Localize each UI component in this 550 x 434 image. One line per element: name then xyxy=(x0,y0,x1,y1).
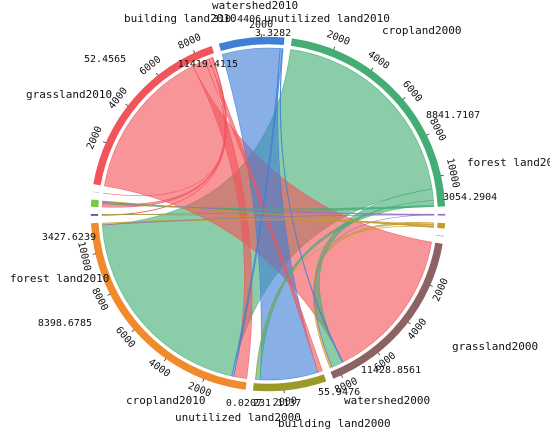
group-total-building-land2000: 231.1137 xyxy=(253,398,301,409)
ribbon-forest-land2000-to-grassland2010 xyxy=(231,48,283,377)
group-label-unutilized-land2000: unutilized land2000 xyxy=(175,411,301,424)
tick-mark xyxy=(131,329,135,333)
tick-mark xyxy=(402,97,406,100)
group-label-unutilized-land2010: unutilized land2010 xyxy=(264,12,390,25)
tick-mark xyxy=(429,284,433,287)
tick-mark xyxy=(407,321,411,325)
tick-label: 2000 xyxy=(325,29,351,48)
arcs-layer xyxy=(90,34,446,394)
tick-label: 2000 xyxy=(249,19,273,31)
group-label-building-land2000: building land2000 xyxy=(278,417,391,430)
group-label-watershed2000: watershed2000 xyxy=(344,394,430,407)
ribbon-cropland2000-to-grassland2010 xyxy=(192,60,253,379)
arc-building-land2000 xyxy=(437,222,446,229)
tick-mark xyxy=(193,50,196,54)
tick-mark xyxy=(155,72,159,76)
tick-mark xyxy=(370,67,374,71)
group-label-grassland2000: grassland2000 xyxy=(452,340,538,353)
arc-forest-land2010 xyxy=(253,374,327,392)
group-label-forest-land2000: forest land2000 xyxy=(467,156,550,169)
group-total-grassland2010: 11419.4115 xyxy=(178,59,238,70)
group-label-forest-land2010: forest land2010 xyxy=(10,272,109,285)
arc-unutilized-land2000 xyxy=(436,235,444,237)
tick-label: 2000 xyxy=(431,277,451,303)
tick-label: 10000 xyxy=(75,241,92,273)
tick-mark xyxy=(377,352,381,356)
group-label-building-land2010: building land2010 xyxy=(124,12,237,25)
arc-unutilized-land2010 xyxy=(92,191,100,194)
arc-grassland2010 xyxy=(90,222,247,390)
ribbons-layer xyxy=(101,47,435,381)
group-total-unutilized-land2010: 3.3282 xyxy=(255,28,291,39)
tick-mark xyxy=(92,253,96,255)
tick-mark xyxy=(163,358,167,362)
group-total-cropland2000: 8841.7107 xyxy=(426,110,480,121)
arc-building-land2010 xyxy=(90,214,99,216)
group-label-watershed2010: watershed2010 xyxy=(212,0,298,12)
group-label-cropland2010: cropland2010 xyxy=(126,394,205,407)
tick-mark xyxy=(125,103,129,107)
group-label-cropland2000: cropland2000 xyxy=(382,24,461,37)
arc-cropland2010 xyxy=(330,242,443,379)
tick-label: 2000 xyxy=(85,125,105,151)
group-total-watershed2010: 310.4406 xyxy=(213,14,261,25)
tick-mark xyxy=(440,174,444,177)
ribbon-building-land2000-to-forest-land2010 xyxy=(255,225,434,380)
ribbon-watershed2000-to-grassland2010 xyxy=(102,214,435,226)
ribbon-grassland2000-to-building-land2010 xyxy=(101,205,435,216)
group-total-forest-land2010: 3427.6239 xyxy=(42,232,96,243)
tick-label: 10000 xyxy=(444,157,461,189)
group-total-grassland2000: 11428.8561 xyxy=(361,365,421,376)
tick-label: 2000 xyxy=(273,396,298,409)
arc-forest-land2000 xyxy=(218,36,285,51)
tick-mark xyxy=(107,293,111,296)
tick-mark xyxy=(340,374,343,378)
tick-mark xyxy=(333,46,336,50)
arc-cropland2000 xyxy=(93,45,215,186)
group-total-forest-land2000: 3054.2904 xyxy=(443,192,497,203)
arc-watershed2000 xyxy=(437,213,446,216)
tick-mark xyxy=(103,141,107,144)
ribbon-cropland2000-to-unutilized-land2010 xyxy=(102,57,227,196)
tick-label: 8000 xyxy=(176,32,202,52)
ribbon-building-land2000-to-building-land2010 xyxy=(101,214,434,228)
group-total-cropland2010: 8398.6785 xyxy=(38,318,92,329)
group-label-grassland2010: grassland2010 xyxy=(26,88,112,101)
group-total-unutilized-land2000: 0.0207 xyxy=(226,398,262,409)
tick-mark xyxy=(426,133,430,136)
tick-mark xyxy=(202,378,205,382)
ribbon-watershed2000-to-cropland2010 xyxy=(313,214,435,368)
arc-grassland2000 xyxy=(290,38,446,207)
arc-watershed2010 xyxy=(90,199,99,208)
group-total-building-land2010: 52.4565 xyxy=(84,54,126,65)
tick-label: 8000 xyxy=(89,286,110,312)
ribbon-forest-land2000-to-cropland2010 xyxy=(279,48,344,363)
group-total-watershed2000: 55.9476 xyxy=(318,387,360,398)
